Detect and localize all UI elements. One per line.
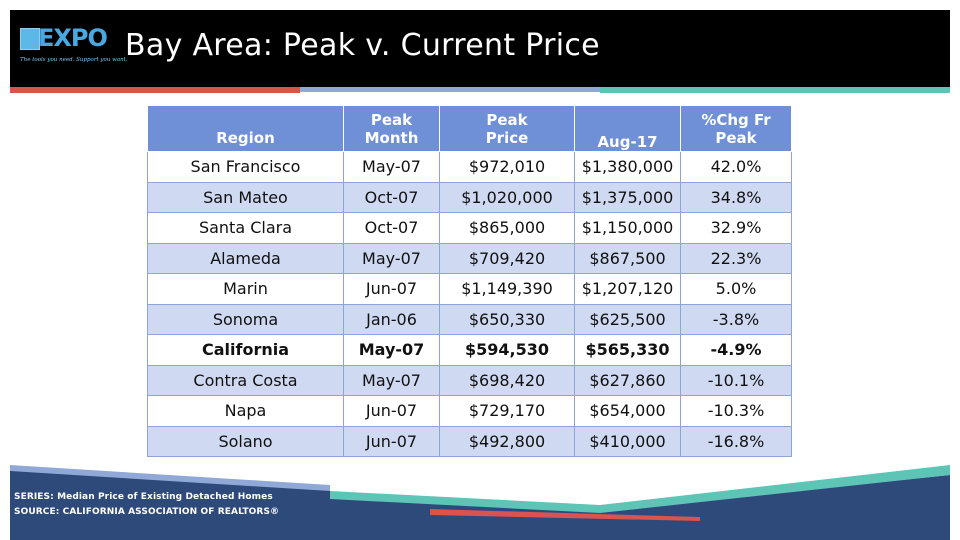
cell-region: California [147, 334, 344, 366]
cell-peak-price: $972,010 [439, 151, 575, 183]
logo-flag-icon [20, 28, 40, 50]
cell-peak-month: Jun-07 [343, 273, 440, 305]
cell-peak-price: $698,420 [439, 364, 575, 396]
logo-tagline: The tools you need. Support you want. [20, 57, 128, 63]
footer-wave-red [430, 509, 700, 521]
table-row: San Francisco May-07 $972,010 $1,380,000… [147, 151, 792, 183]
cell-change: 32.9% [680, 212, 792, 244]
cell-peak-month: Oct-07 [343, 181, 440, 213]
cell-region: Marin [147, 273, 344, 305]
cell-current: $627,860 [574, 364, 681, 396]
cell-region: Napa [147, 395, 344, 427]
cell-peak-price: $865,000 [439, 212, 575, 244]
cell-current: $410,000 [574, 425, 681, 457]
cell-peak-price: $729,170 [439, 395, 575, 427]
accent-bar-teal [600, 87, 950, 93]
cell-current: $654,000 [574, 395, 681, 427]
cell-change: 42.0% [680, 151, 792, 183]
cell-peak-month: Jun-07 [343, 425, 440, 457]
cell-change: 5.0% [680, 273, 792, 305]
cell-peak-month: Jun-07 [343, 395, 440, 427]
cell-peak-month: Oct-07 [343, 212, 440, 244]
footer-decoration [10, 465, 950, 540]
column-header-change: %Chg Fr Peak [680, 105, 792, 152]
cell-change: -4.9% [680, 334, 792, 366]
cell-change: -10.1% [680, 364, 792, 396]
cell-peak-price: $492,800 [439, 425, 575, 457]
cell-peak-month: May-07 [343, 151, 440, 183]
footer-wave-teal [330, 465, 950, 513]
cell-peak-price: $709,420 [439, 242, 575, 274]
table-row: Alameda May-07 $709,420 $867,500 22.3% [147, 242, 792, 274]
column-header-region: Region [147, 105, 344, 152]
table-row-california: California May-07 $594,530 $565,330 -4.9… [147, 334, 792, 366]
cell-region: Alameda [147, 242, 344, 274]
cell-region: Sonoma [147, 303, 344, 335]
accent-bar-blue [300, 87, 600, 92]
column-header-peak-month: Peak Month [343, 105, 440, 152]
cell-region: San Mateo [147, 181, 344, 213]
cell-current: $1,207,120 [574, 273, 681, 305]
column-header-peak-price: Peak Price [439, 105, 575, 152]
price-table: Region Peak Month Peak Price Aug-17 %Chg F… [147, 105, 792, 457]
cell-peak-price: $1,149,390 [439, 273, 575, 305]
cell-current: $1,380,000 [574, 151, 681, 183]
expo-logo: EXPO The tools you need. Support you wan… [18, 24, 128, 74]
footer-source-note: SOURCE: CALIFORNIA ASSOCIATION OF REALTO… [14, 507, 280, 517]
cell-current: $565,330 [574, 334, 681, 366]
cell-current: $1,150,000 [574, 212, 681, 244]
table-row: Solano Jun-07 $492,800 $410,000 -16.8% [147, 425, 792, 457]
cell-peak-month: May-07 [343, 242, 440, 274]
table-row: Santa Clara Oct-07 $865,000 $1,150,000 3… [147, 212, 792, 244]
table-row: Sonoma Jan-06 $650,330 $625,500 -3.8% [147, 303, 792, 335]
cell-change: 34.8% [680, 181, 792, 213]
cell-change: 22.3% [680, 242, 792, 274]
cell-peak-month: Jan-06 [343, 303, 440, 335]
cell-peak-price: $1,020,000 [439, 181, 575, 213]
cell-current: $1,375,000 [574, 181, 681, 213]
slide-header: EXPO The tools you need. Support you wan… [10, 10, 950, 87]
column-header-current: Aug-17 [574, 105, 681, 152]
cell-current: $867,500 [574, 242, 681, 274]
cell-change: -16.8% [680, 425, 792, 457]
cell-peak-price: $650,330 [439, 303, 575, 335]
table-row: Contra Costa May-07 $698,420 $627,860 -1… [147, 364, 792, 396]
cell-peak-month: May-07 [343, 364, 440, 396]
table-header-row: Region Peak Month Peak Price Aug-17 %Chg F… [147, 105, 792, 152]
cell-region: Solano [147, 425, 344, 457]
table-row: Marin Jun-07 $1,149,390 $1,207,120 5.0% [147, 273, 792, 305]
cell-change: -10.3% [680, 395, 792, 427]
cell-peak-month: May-07 [343, 334, 440, 366]
cell-change: -3.8% [680, 303, 792, 335]
cell-peak-price: $594,530 [439, 334, 575, 366]
cell-region: Contra Costa [147, 364, 344, 396]
cell-region: Santa Clara [147, 212, 344, 244]
footer-wave-blue [10, 465, 330, 491]
footer-series-note: SERIES: Median Price of Existing Detache… [14, 492, 273, 502]
cell-region: San Francisco [147, 151, 344, 183]
cell-current: $625,500 [574, 303, 681, 335]
accent-bar-red [10, 87, 300, 93]
logo-text: EXPO [38, 24, 108, 52]
table-row: San Mateo Oct-07 $1,020,000 $1,375,000 3… [147, 181, 792, 213]
table-row: Napa Jun-07 $729,170 $654,000 -10.3% [147, 395, 792, 427]
slide-footer [0, 455, 960, 540]
slide-title: Bay Area: Peak v. Current Price [125, 28, 600, 63]
